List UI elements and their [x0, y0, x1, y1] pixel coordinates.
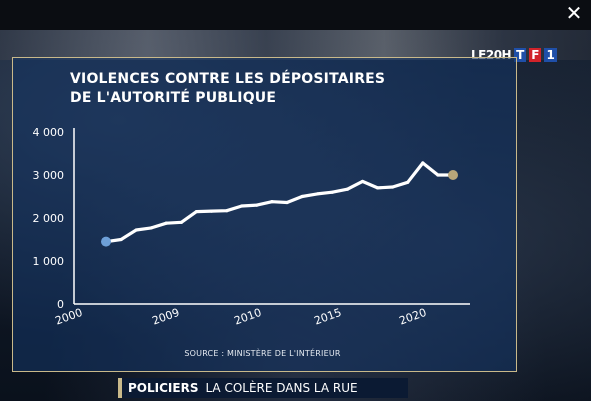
- chart-title-line-1: VIOLENCES CONTRE LES DÉPOSITAIRES: [70, 71, 386, 87]
- chart-title: VIOLENCES CONTRE LES DÉPOSITAIRES DE L'A…: [70, 70, 470, 108]
- close-icon[interactable]: ✕: [565, 1, 583, 25]
- data-point: [119, 237, 123, 242]
- chart-source: SOURCE : MINISTÈRE DE L'INTÉRIEUR: [184, 349, 341, 358]
- data-point: [225, 209, 229, 213]
- y-tick-label: 3 000: [33, 169, 65, 182]
- banner-topic: POLICIERS: [128, 381, 199, 395]
- player-top-bar: [0, 0, 591, 30]
- data-point: [315, 192, 319, 196]
- background-crowd: [0, 30, 591, 60]
- data-point: [134, 228, 138, 232]
- data-point: [375, 186, 380, 190]
- data-point: [360, 179, 365, 184]
- start-point-marker: [101, 236, 111, 247]
- data-point: [421, 161, 425, 165]
- data-point: [330, 190, 334, 194]
- data-point: [300, 194, 304, 199]
- data-point: [406, 180, 410, 184]
- data-point: [436, 173, 440, 177]
- data-point: [255, 203, 259, 207]
- data-point: [270, 200, 274, 204]
- data-point: [210, 209, 214, 213]
- y-tick-label: 4 000: [33, 126, 65, 139]
- data-point: [391, 185, 395, 189]
- data-point: [179, 220, 184, 224]
- logo-letter-t: T: [514, 48, 527, 62]
- x-tick-label: 2020: [397, 306, 428, 328]
- series-line: [104, 161, 455, 244]
- y-tick-label: 1 000: [33, 255, 65, 268]
- data-point: [149, 226, 153, 230]
- data-point: [164, 221, 168, 225]
- chart-title-line-2: DE L'AUTORITÉ PUBLIQUE: [70, 90, 277, 106]
- data-point: [240, 204, 244, 208]
- logo-letter-1: 1: [544, 48, 557, 62]
- chart-panel: [12, 57, 517, 372]
- end-point-marker: [448, 170, 458, 180]
- logo-letter-f: F: [529, 48, 542, 62]
- news-banner: POLICIERS LA COLÈRE DANS LA RUE: [118, 378, 408, 398]
- x-tick-label: 2015: [312, 306, 343, 328]
- banner-headline: LA COLÈRE DANS LA RUE: [205, 381, 358, 395]
- y-tick-label: 2 000: [33, 212, 65, 225]
- x-tick-label: 2010: [232, 306, 263, 328]
- y-tick-label: 0: [57, 298, 64, 311]
- data-point: [285, 200, 289, 205]
- x-tick-label: 2009: [150, 306, 181, 328]
- data-point: [345, 187, 349, 191]
- data-point: [194, 209, 199, 214]
